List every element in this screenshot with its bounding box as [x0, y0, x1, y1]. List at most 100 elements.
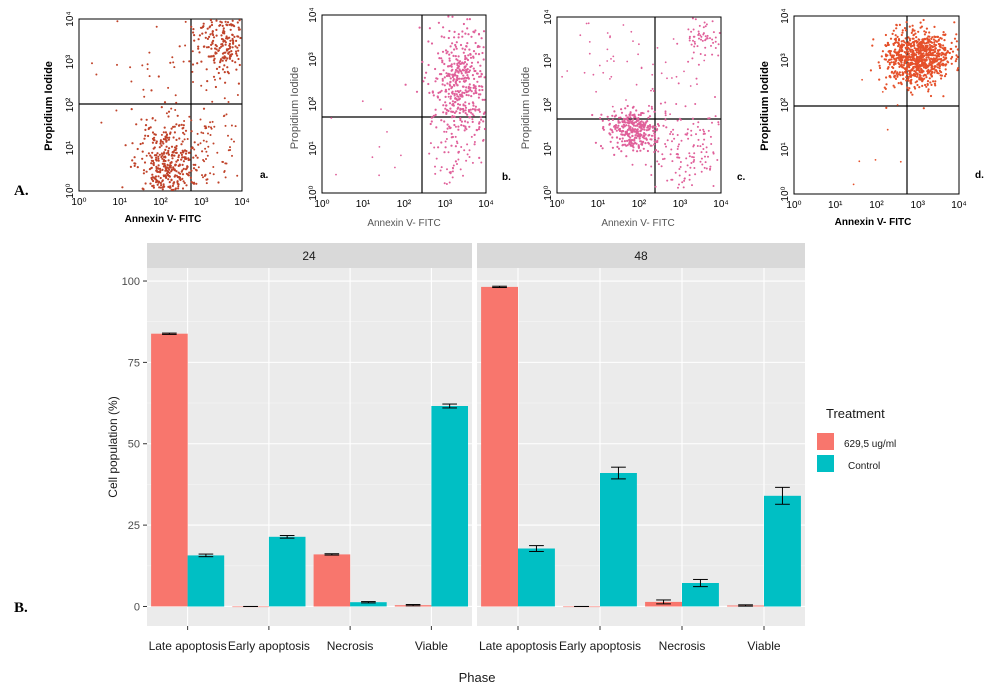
flow-dot — [446, 127, 449, 130]
flow-plot-a-ytick: 10⁰ — [65, 183, 76, 198]
flow-dot — [672, 128, 675, 131]
flow-dot — [933, 58, 937, 61]
flow-dot — [236, 21, 239, 24]
flow-dot — [933, 35, 936, 38]
flow-dot — [202, 22, 205, 25]
flow-dot — [956, 48, 959, 51]
flow-dot — [899, 56, 902, 59]
flow-dot — [234, 45, 237, 48]
flow-dot — [923, 61, 926, 64]
flow-dot — [621, 133, 624, 136]
section-b-label: B. — [14, 600, 28, 616]
flow-dot — [452, 83, 456, 87]
flow-dot — [704, 35, 707, 38]
flow-dot — [650, 89, 652, 92]
flow-dot — [470, 95, 473, 98]
flow-dot — [451, 100, 454, 103]
flow-dot — [169, 164, 172, 167]
flow-dot — [145, 170, 148, 173]
flow-dot — [464, 101, 467, 104]
flow-dot — [626, 119, 630, 122]
bar-control-48-0 — [518, 548, 555, 607]
flow-dot — [640, 66, 643, 69]
flow-dot — [929, 60, 932, 63]
flow-dot — [193, 141, 196, 144]
flow-dot — [941, 62, 944, 65]
flow-dot — [903, 41, 906, 44]
flow-dot — [454, 135, 457, 138]
flow-dot — [926, 53, 929, 56]
flow-dot — [115, 109, 118, 112]
flow-dot — [152, 179, 155, 183]
flow-dot — [919, 21, 922, 24]
flow-dot — [931, 65, 934, 68]
flow-dot — [458, 150, 460, 153]
flow-dot — [653, 151, 656, 153]
flow-dot — [478, 75, 481, 78]
flow-dot — [452, 78, 455, 81]
flow-dot — [482, 58, 485, 61]
bar-treated-24-0 — [151, 333, 188, 607]
flow-dot — [677, 82, 680, 85]
flow-dot — [168, 168, 171, 171]
flow-dot — [472, 104, 475, 107]
flow-dot — [634, 136, 637, 139]
flow-dot — [135, 123, 138, 126]
flow-dot — [872, 38, 875, 41]
flow-dot — [183, 133, 186, 136]
flow-dot — [642, 123, 646, 126]
flow-dot — [464, 32, 467, 35]
flow-dot — [944, 68, 947, 71]
flow-dot — [469, 86, 472, 89]
facet-strip-24 — [147, 243, 472, 268]
flow-dot — [451, 85, 454, 89]
flow-dot — [606, 48, 609, 51]
flow-dot — [650, 144, 653, 147]
flow-dot — [427, 82, 430, 86]
flow-dot — [652, 125, 655, 128]
flow-dot — [149, 182, 152, 185]
flow-dot — [188, 115, 191, 118]
flow-dot — [917, 30, 920, 33]
flow-dot — [170, 145, 174, 148]
flow-dot — [906, 62, 910, 66]
flow-dot — [182, 160, 185, 163]
flow-dot — [886, 60, 890, 63]
flow-dot — [611, 136, 614, 139]
flow-dot — [650, 134, 654, 137]
flow-dot — [143, 137, 146, 140]
flow-dot — [653, 134, 656, 137]
flow-dot — [892, 54, 896, 57]
flow-dot — [601, 147, 604, 150]
flow-dot — [480, 37, 483, 40]
flow-dot — [193, 181, 196, 184]
flow-dot — [238, 63, 241, 67]
flow-dot — [908, 37, 911, 40]
flow-dot — [629, 111, 632, 114]
flow-dot — [689, 166, 692, 169]
flow-dot — [468, 149, 471, 152]
flow-dot — [878, 66, 882, 70]
flow-dot — [623, 120, 626, 124]
flow-dot — [161, 140, 164, 143]
flow-dot — [446, 123, 449, 126]
flow-dot — [464, 48, 467, 51]
flow-dot — [160, 133, 163, 136]
flow-dot — [464, 106, 468, 109]
flow-dot — [915, 55, 919, 59]
flow-dot — [902, 64, 905, 67]
flow-dot — [940, 57, 943, 61]
flow-dot — [462, 109, 465, 112]
flow-dot — [923, 77, 926, 80]
flow-dot — [588, 41, 591, 43]
flow-dot — [116, 20, 119, 23]
flow-dot — [909, 91, 913, 94]
flow-dot — [224, 20, 227, 23]
flow-dot — [915, 65, 918, 68]
flow-dot — [903, 27, 907, 30]
flow-dot — [206, 37, 209, 41]
flow-dot — [436, 77, 439, 80]
flow-dot — [453, 92, 456, 95]
flow-dot — [231, 154, 233, 157]
flow-dot — [209, 19, 212, 22]
